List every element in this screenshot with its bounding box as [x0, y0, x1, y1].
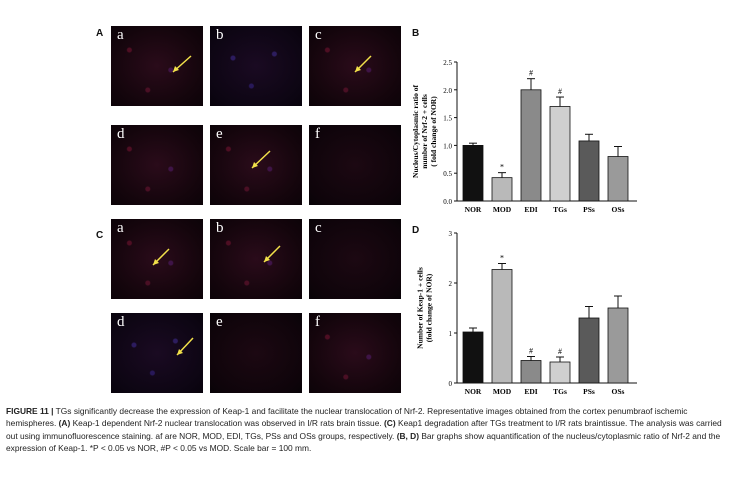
x-tick-label: NOR [465, 205, 482, 214]
bar [520, 89, 542, 202]
panel-label-b: B [412, 28, 420, 39]
x-tick-label: PSs [583, 387, 595, 395]
bar-chart-d: 0 1 2 3 Number of Keap-1 + cells (fold change… [416, 230, 637, 395]
y-tick-label: 0.5 [443, 170, 452, 178]
micrograph-c-f: f [309, 313, 401, 393]
micrograph-label: d [117, 314, 125, 330]
y-tick-label: 1.5 [443, 115, 452, 123]
bar-chart-b: 0.0 0.5 1.0 1.5 2.0 2.5 Nucleus/Cytoplasmic ra… [411, 59, 637, 214]
bar [578, 317, 600, 384]
micrograph-a-c: c [309, 26, 401, 106]
y-axis-label: Number of Keap-1 + cells [416, 267, 425, 349]
y-axis-label: (fold change of NOR) [425, 273, 434, 342]
caption-text-3: Keap1 degradation after TGs treatment to… [6, 418, 722, 441]
arrow-icon [172, 55, 192, 73]
caption-tag-bd: (B, D) [396, 430, 420, 441]
x-tick-label: MOD [493, 387, 512, 395]
micrograph-label: a [117, 27, 124, 43]
bar [578, 140, 600, 202]
x-tick-label: EDI [524, 387, 537, 395]
y-axis-label: number of Nrf-2 + cells [420, 94, 429, 169]
micrograph-label: e [216, 126, 223, 142]
arrow-icon [354, 55, 372, 73]
micrograph-c-b: b [210, 219, 302, 299]
y-tick-label: 1 [449, 330, 453, 338]
bar [462, 145, 484, 202]
micrograph-label: c [315, 220, 322, 236]
x-tick-label: PSs [583, 205, 595, 214]
significance-mark: # [529, 69, 533, 78]
x-tick-label: OSs [612, 205, 625, 214]
x-tick-label: NOR [465, 387, 482, 395]
caption-text-2: Keap-1 dependent Nrf-2 nuclear transloca… [70, 418, 385, 429]
micrograph-label: d [117, 126, 125, 142]
caption-text-1: TGs significantly decrease the expressio… [6, 406, 688, 429]
y-tick-label: 2 [449, 280, 453, 288]
arrow-icon [263, 245, 281, 263]
micrograph-label: e [216, 314, 223, 330]
micrograph-a-f: f [309, 125, 401, 205]
bar [491, 177, 513, 202]
significance-mark: # [558, 87, 562, 96]
bar [549, 361, 571, 384]
arrow-icon [152, 248, 170, 266]
micrograph-a-a: a [111, 26, 203, 106]
significance-mark: # [558, 347, 562, 356]
bar [549, 106, 571, 202]
micrograph-c-e: e [210, 313, 302, 393]
bar [462, 331, 484, 384]
x-tick-label: MOD [493, 205, 512, 214]
micrograph-a-e: e [210, 125, 302, 205]
x-tick-label: OSs [612, 387, 625, 395]
micrograph-c-a: a [111, 219, 203, 299]
caption-tag-c: (C) [384, 418, 396, 429]
panel-label-c: C [96, 230, 104, 241]
micrograph-a-d: d [111, 125, 203, 205]
bar [520, 360, 542, 384]
micrograph-c-d: d [111, 313, 203, 393]
panel-label-d: D [412, 225, 420, 236]
y-tick-label: 3 [449, 230, 453, 238]
bar [607, 307, 629, 384]
micrograph-label: b [216, 220, 224, 236]
figure-label: FIGURE 11 | [6, 406, 54, 416]
y-axis-label: ( fold change of NOR) [429, 96, 438, 167]
significance-mark: * [500, 254, 504, 263]
arrow-icon [251, 150, 271, 169]
y-tick-label: 0.0 [443, 198, 452, 206]
micrograph-c-c: c [309, 219, 401, 299]
significance-mark: * [500, 163, 504, 172]
x-tick-label: EDI [524, 205, 537, 214]
figure-caption: FIGURE 11 | TGs significantly decrease t… [6, 405, 734, 454]
x-tick-label: TGs [553, 387, 567, 395]
significance-mark: # [529, 347, 533, 356]
panel-label-a: A [96, 28, 104, 39]
micrograph-label: b [216, 27, 224, 43]
micrograph-label: c [315, 27, 322, 43]
y-tick-label: 2.5 [443, 59, 452, 67]
caption-text-4: Bar graphs show aquantification of the n… [6, 430, 721, 453]
y-tick-label: 1.0 [443, 142, 452, 150]
caption-tag-a: (A) [58, 418, 71, 429]
micrograph-a-b: b [210, 26, 302, 106]
x-tick-label: TGs [553, 205, 567, 214]
y-tick-label: 0 [449, 380, 453, 388]
y-axis-label: Nucleus/Cytoplasmic ratio of [411, 85, 420, 178]
y-tick-label: 2.0 [443, 87, 452, 95]
bar [607, 156, 629, 202]
bar [491, 269, 513, 384]
micrograph-label: f [315, 314, 320, 330]
micrograph-label: a [117, 220, 124, 236]
micrograph-label: f [315, 126, 320, 142]
arrow-icon [176, 337, 194, 356]
